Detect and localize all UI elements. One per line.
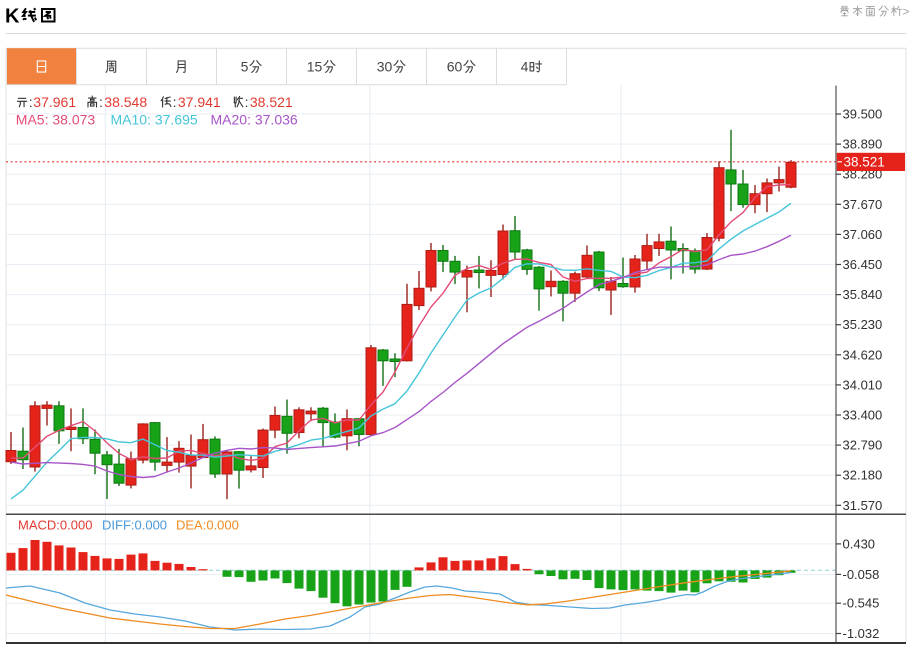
svg-text:MA5: 38.073: MA5: 38.073 xyxy=(16,112,96,128)
svg-text:MACD:0.000: MACD:0.000 xyxy=(18,518,92,533)
svg-text:38.521: 38.521 xyxy=(250,94,293,110)
svg-text:34.620: 34.620 xyxy=(843,347,883,362)
svg-text:5: 5 xyxy=(241,59,249,75)
svg-text:30: 30 xyxy=(377,59,393,75)
svg-text:MA10: 37.695: MA10: 37.695 xyxy=(111,112,198,128)
svg-text::: : xyxy=(29,94,33,110)
svg-text:32.180: 32.180 xyxy=(843,468,883,483)
svg-text::: : xyxy=(245,94,249,110)
svg-text:60: 60 xyxy=(447,59,463,75)
svg-text:32.790: 32.790 xyxy=(843,438,883,453)
svg-text:37.961: 37.961 xyxy=(33,94,76,110)
svg-text:38.521: 38.521 xyxy=(844,155,885,170)
svg-text:-1.032: -1.032 xyxy=(843,626,880,641)
svg-text:34.010: 34.010 xyxy=(843,377,883,392)
svg-text:39.500: 39.500 xyxy=(843,107,883,122)
svg-text:38.890: 38.890 xyxy=(843,137,883,152)
svg-text:37.941: 37.941 xyxy=(178,94,221,110)
svg-text:35.230: 35.230 xyxy=(843,317,883,332)
svg-text:-0.058: -0.058 xyxy=(843,567,880,582)
svg-text:35.840: 35.840 xyxy=(843,287,883,302)
svg-text::: : xyxy=(99,94,103,110)
svg-text:>: > xyxy=(903,5,910,19)
svg-text::: : xyxy=(173,94,177,110)
svg-text:37.060: 37.060 xyxy=(843,227,883,242)
svg-text:-0.545: -0.545 xyxy=(843,596,880,611)
svg-text:37.670: 37.670 xyxy=(843,197,883,212)
svg-text:MA20: 37.036: MA20: 37.036 xyxy=(211,112,298,128)
svg-text:DEA:0.000: DEA:0.000 xyxy=(176,518,239,533)
svg-text:DIFF:0.000: DIFF:0.000 xyxy=(102,518,167,533)
svg-text:0.430: 0.430 xyxy=(843,536,876,551)
svg-text:36.450: 36.450 xyxy=(843,257,883,272)
svg-text:K: K xyxy=(5,6,20,28)
svg-text:4: 4 xyxy=(521,59,529,75)
svg-text:38.548: 38.548 xyxy=(104,94,147,110)
svg-text:33.400: 33.400 xyxy=(843,408,883,423)
svg-text:15: 15 xyxy=(307,59,323,75)
svg-text:31.570: 31.570 xyxy=(843,498,883,513)
